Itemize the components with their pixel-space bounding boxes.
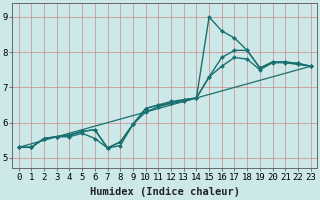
- X-axis label: Humidex (Indice chaleur): Humidex (Indice chaleur): [90, 187, 240, 197]
